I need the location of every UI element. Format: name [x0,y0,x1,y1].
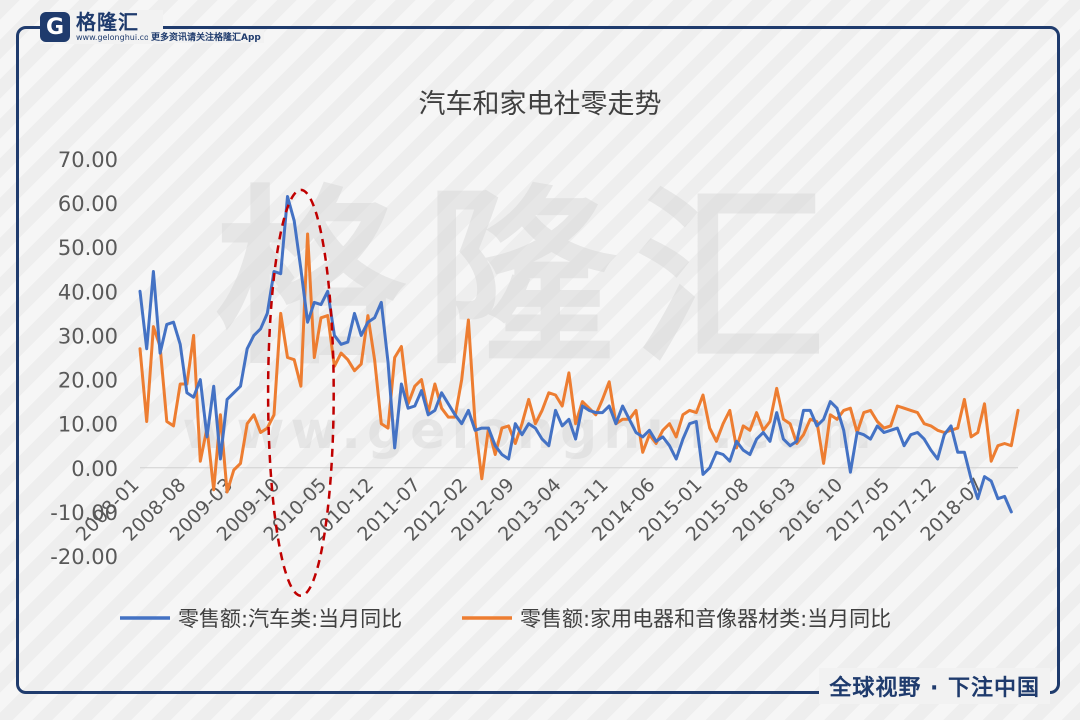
y-tick-label: -20.00 [50,545,118,569]
legend-label: 零售额:家用电器和音像器材类:当月同比 [520,607,891,631]
y-tick-label: 50.00 [58,236,118,260]
y-tick-label: 60.00 [58,192,118,216]
series-line [138,195,1013,514]
y-tick-label: 0.00 [71,457,118,481]
logo-tagline: 更多资讯请关注格隆汇App [148,30,264,43]
page-frame [16,26,1060,694]
legend: 零售额:汽车类:当月同比 零售额:家用电器和音像器材类:当月同比 [120,607,891,631]
watermark-text: 格隆汇 [215,169,845,390]
y-tick-label: 30.00 [58,324,118,348]
series-layer [138,195,1020,514]
logo-name-group: 格隆汇 www.gelonghui.com [76,12,157,42]
y-tick-label: 70.00 [58,148,118,172]
legend-label: 零售额:汽车类:当月同比 [178,607,402,631]
bottom-slogan: 全球视野 · 下注中国 [819,668,1050,704]
y-axis: -20.00 -10.00 0.00 10.00 20.00 30.00 40.00 50.0… [50,148,118,569]
y-tick-label: -10.00 [50,501,118,525]
y-tick-label: 20.00 [58,369,118,393]
highlight-ellipse [266,188,335,597]
logo-mark: G [40,12,70,42]
brand-logo: G 格隆汇 www.gelonghui.com [40,10,163,44]
y-tick-label: 10.00 [58,413,118,437]
chart-title: 汽车和家电社零走势 [419,89,662,120]
series-line [138,232,1020,494]
y-tick-label: 40.00 [58,280,118,304]
logo-url: www.gelonghui.com [76,33,157,42]
logo-name: 格隆汇 [76,10,139,34]
